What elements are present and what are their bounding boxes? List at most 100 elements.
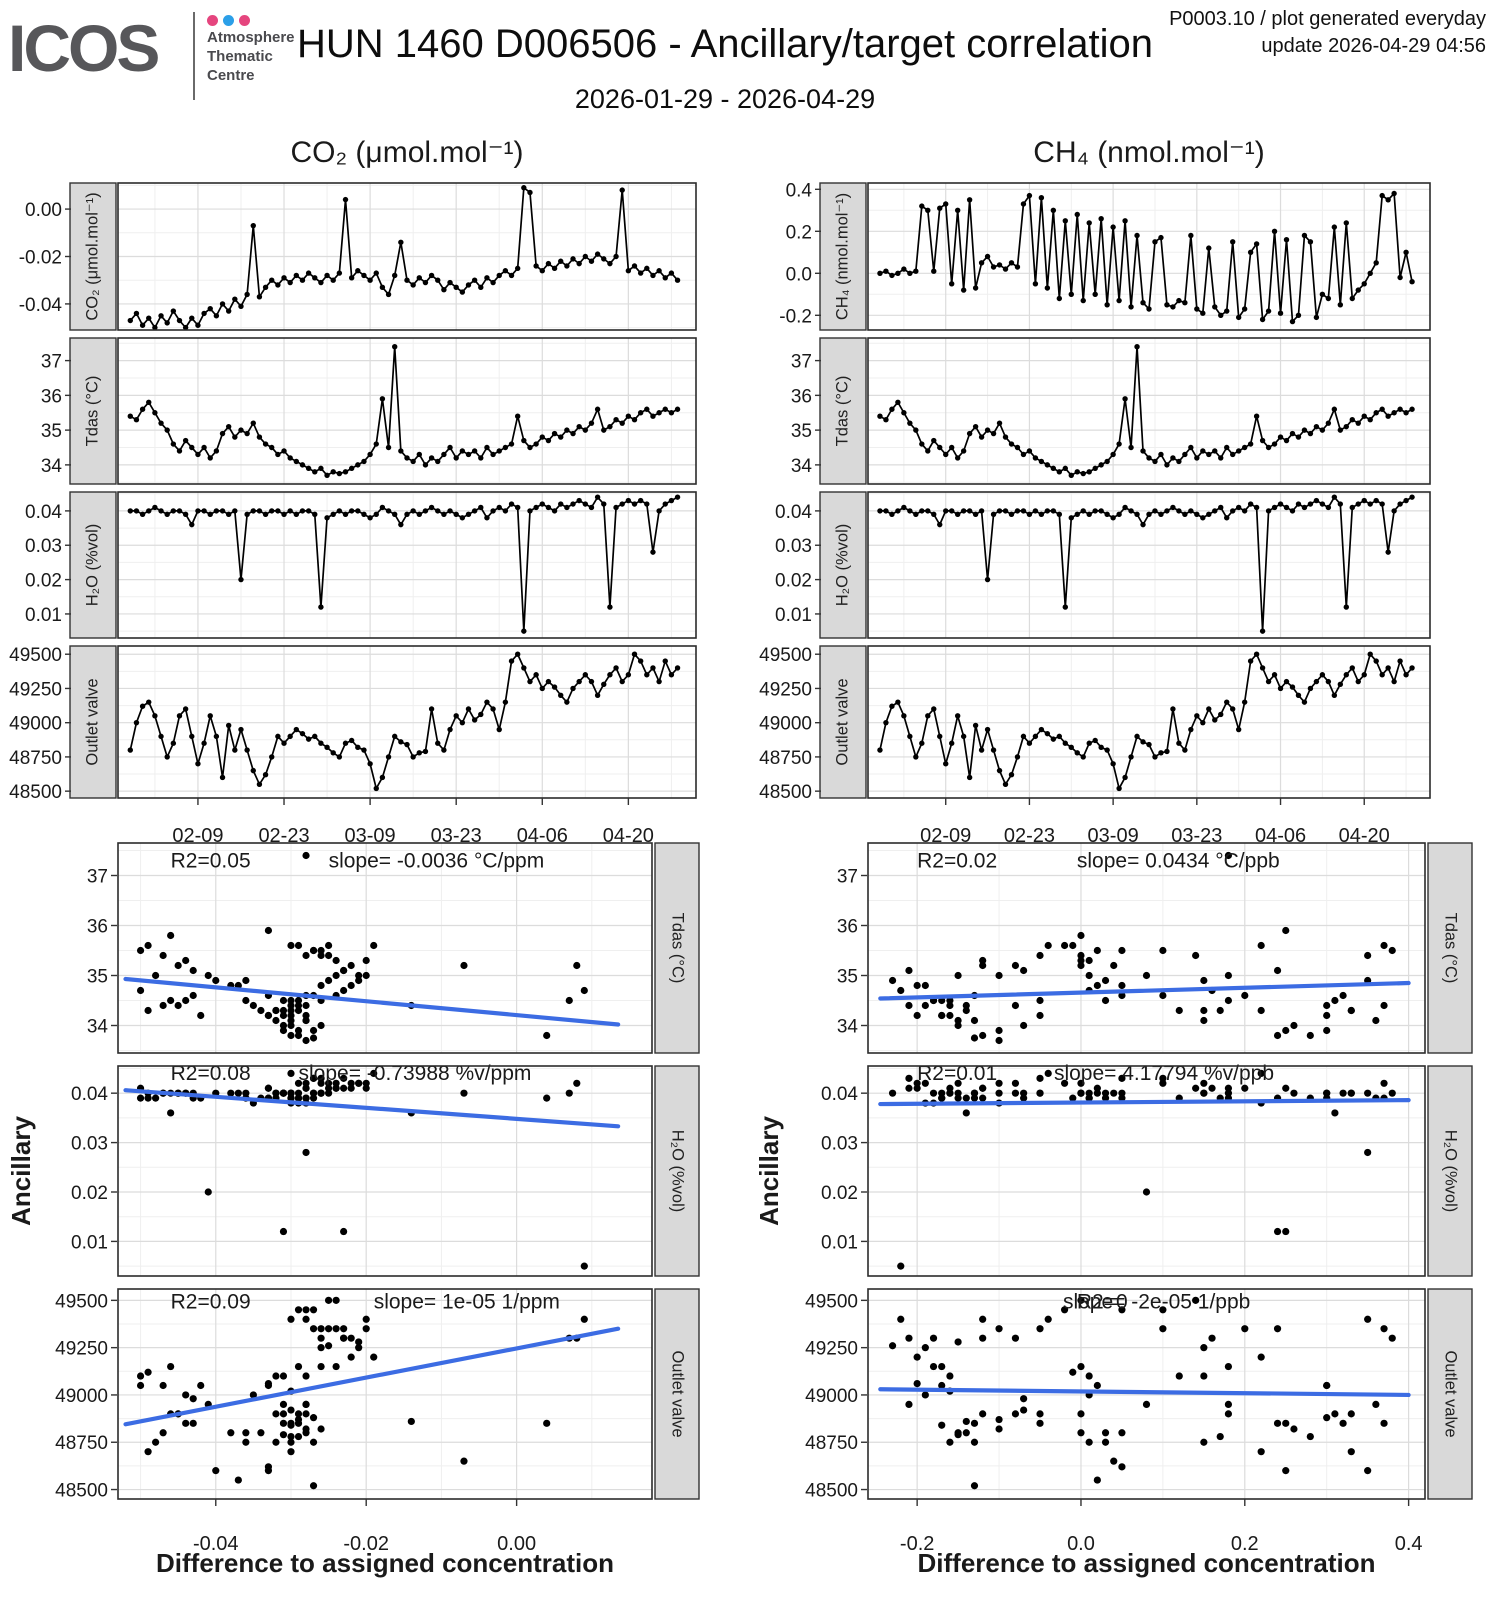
panel-border (117, 337, 697, 485)
data-point (1074, 750, 1080, 756)
scatter-point (182, 1391, 190, 1399)
data-point (1038, 195, 1045, 201)
data-point (1104, 747, 1110, 753)
data-point (1194, 511, 1200, 518)
data-point (146, 399, 152, 406)
data-point (1044, 730, 1051, 737)
data-point (1391, 678, 1397, 685)
data-point (576, 678, 582, 685)
scatter-point (995, 1079, 1003, 1087)
data-point (1002, 434, 1009, 440)
scatter-point (407, 1417, 415, 1426)
scatter-point (1388, 946, 1396, 955)
data-point (650, 549, 656, 555)
scatter-point (1200, 1006, 1208, 1015)
scatter-point (347, 981, 355, 990)
scatter-point (309, 1306, 318, 1314)
data-point (428, 272, 435, 279)
data-point (459, 448, 466, 454)
data-point (478, 504, 484, 511)
scatter-point (995, 971, 1003, 980)
scatter-point (287, 1021, 295, 1030)
data-point (139, 322, 146, 328)
data-point (1277, 434, 1284, 440)
data-point (508, 658, 515, 664)
scatter-point (979, 1094, 987, 1102)
scatter-point (954, 1094, 962, 1102)
data-point (312, 511, 318, 518)
scatter-point (287, 1419, 295, 1427)
data-point (219, 774, 226, 781)
data-point (1385, 413, 1391, 419)
scatter-point (954, 971, 962, 980)
scatter-point (1323, 1011, 1331, 1020)
data-point (937, 733, 943, 740)
data-point (1008, 441, 1015, 447)
data-point (1038, 458, 1045, 465)
data-point (1164, 462, 1170, 468)
data-point (287, 455, 293, 461)
scatter-point (1020, 1406, 1028, 1414)
data-point (656, 410, 662, 416)
scatter-point (946, 996, 954, 1005)
data-point (545, 260, 552, 267)
data-point (625, 497, 632, 504)
scatter-point (1118, 1306, 1126, 1314)
data-point (416, 451, 422, 458)
data-point (1218, 504, 1224, 511)
y-tick-label: -0.02 (19, 248, 62, 269)
scatter-point (294, 1410, 303, 1418)
column-title-ch4: CH₄ (nmol.mol⁻¹) (1033, 136, 1264, 169)
scatter-point (979, 956, 987, 965)
data-point (1373, 410, 1379, 416)
data-point (1116, 511, 1122, 518)
scatter-point (1241, 991, 1249, 1000)
data-point (1128, 754, 1134, 760)
data-point (398, 739, 404, 745)
data-point (453, 511, 459, 518)
data-point (1116, 441, 1122, 447)
scatter-x-tick-label: -0.2 (900, 1533, 934, 1555)
data-point (558, 501, 564, 507)
scatter-point (1257, 1448, 1265, 1456)
scatter-point (309, 1074, 318, 1082)
data-point (895, 270, 901, 276)
data-point (564, 263, 570, 269)
data-point (1164, 508, 1170, 514)
data-point (668, 270, 675, 276)
scatter-point (144, 1368, 152, 1376)
data-point (889, 511, 895, 518)
data-point (919, 740, 925, 746)
logo-dot-2 (239, 15, 250, 26)
scatter-point (279, 1227, 288, 1236)
data-point (1307, 239, 1314, 245)
data-point (195, 451, 201, 458)
scatter-point (347, 1084, 355, 1092)
data-point (533, 672, 539, 678)
data-point (1367, 270, 1373, 276)
data-point (1152, 508, 1158, 514)
data-point (379, 284, 386, 291)
strip-label: H₂O (%vol) (669, 1130, 687, 1213)
data-point (949, 444, 955, 451)
data-point (1313, 423, 1320, 430)
data-point (299, 462, 306, 468)
data-point (1140, 300, 1146, 306)
scatter-point (1142, 1400, 1151, 1409)
data-point (1224, 699, 1230, 705)
data-point (127, 317, 133, 324)
data-point (385, 444, 392, 451)
data-point (219, 301, 226, 307)
data-point (441, 511, 447, 518)
data-point (1050, 736, 1057, 742)
scatter-point (264, 1084, 273, 1092)
data-point (318, 604, 324, 610)
data-point (1056, 511, 1063, 518)
data-point (355, 508, 361, 514)
scatter-point (580, 986, 588, 995)
data-point (176, 713, 183, 719)
scatter-point (167, 1362, 175, 1371)
data-point (195, 761, 201, 767)
data-point (545, 437, 552, 444)
data-point (607, 672, 613, 678)
